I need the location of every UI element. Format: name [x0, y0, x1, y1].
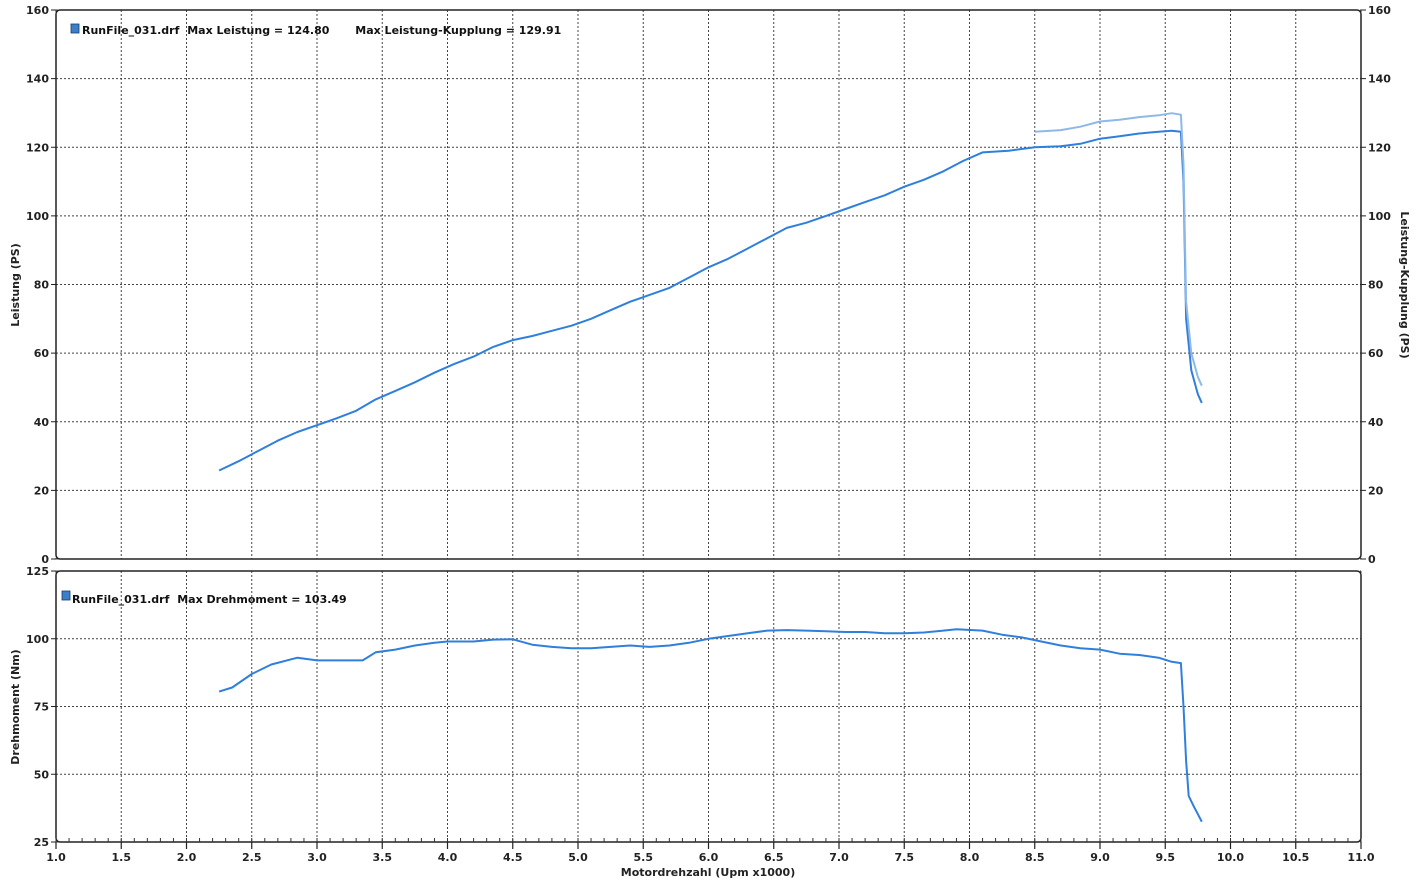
torque-legend-marker	[61, 590, 71, 601]
svg-text:RunFile_031.drf Max Dr: RunFile_031.drf Max Drehmoment = 103.49	[72, 593, 347, 606]
power-y-tick-label-left: 120	[26, 141, 49, 154]
x-tick-label: 8.0	[960, 851, 980, 864]
x-tick-label: 4.0	[438, 851, 458, 864]
power-legend-max-kupplung: Max Leistung-Kupplung = 129.91	[355, 24, 561, 37]
power-legend-max: Max Leistung = 124.80	[187, 24, 330, 37]
power-y-tick-label-left: 160	[26, 4, 49, 17]
torque-y-tick-label: 125	[26, 565, 49, 578]
power-panel: 0 20 40 60 80 100 120 140 160 0 20 40 60 80 100 120 140…	[9, 4, 1411, 566]
power-y-ticks-left: 0 20 40 60 80 100 120 140 160	[26, 4, 56, 566]
torque-y-tick-label: 50	[34, 768, 50, 781]
torque-y-tick-label: 100	[26, 633, 49, 646]
power-legend: RunFile_031.drf Max Leistung = 124.80 Ma…	[70, 23, 561, 37]
torque-y-axis-title: Drehmoment (Nm)	[9, 649, 22, 764]
power-grid	[55, 9, 1362, 560]
power-legend-file: RunFile_031.drf	[82, 24, 180, 37]
power-y-tick-label-right: 60	[1368, 347, 1384, 360]
torque-grid	[55, 570, 1362, 843]
power-y-tick-label-right: 0	[1368, 553, 1376, 566]
torque-y-tick-label: 25	[34, 836, 49, 849]
power-y-tick-label-right: 20	[1368, 484, 1384, 497]
x-tick-label: 10.5	[1282, 851, 1309, 864]
power-y-tick-label-left: 60	[34, 347, 50, 360]
x-tick-label: 6.0	[699, 851, 719, 864]
x-tick-label: 1.5	[112, 851, 132, 864]
torque-legend-max: Max Drehmoment = 103.49	[177, 593, 347, 606]
power-y-tick-label-right: 140	[1368, 73, 1391, 86]
torque-y-tick-label: 75	[34, 701, 49, 714]
power-y-tick-label-left: 0	[41, 553, 49, 566]
power-y-tick-label-right: 40	[1368, 416, 1384, 429]
x-tick-label: 4.5	[503, 851, 523, 864]
torque-legend-file: RunFile_031.drf	[72, 593, 170, 606]
power-y-tick-label-left: 20	[34, 484, 50, 497]
torque-series-line	[218, 628, 1203, 823]
svg-text:RunFile_031.drf Max Le: RunFile_031.drf Max Leistung = 124.80 Ma…	[82, 24, 561, 37]
torque-legend: RunFile_031.drf Max Drehmoment = 103.49	[61, 590, 347, 606]
power-y-tick-label-left: 40	[34, 416, 50, 429]
power-y-tick-label-right: 120	[1368, 141, 1391, 154]
x-tick-label: 11.0	[1347, 851, 1374, 864]
x-axis-title: Motordrehzahl (Upm x1000)	[621, 866, 795, 879]
power-y-tick-label-right: 160	[1368, 4, 1391, 17]
power-y-tick-label-left: 100	[26, 210, 49, 223]
power-legend-marker	[70, 23, 80, 34]
x-tick-label: 7.5	[895, 851, 915, 864]
power-y-ticks-right: 0 20 40 60 80 100 120 140 160	[1361, 4, 1391, 566]
x-tick-label: 3.5	[373, 851, 393, 864]
power-series-line	[218, 129, 1203, 472]
torque-panel: 25 50 75 100 125 1.0 1.5 2.0 2.5 3.0 3.5 4.0 4.5 5.0…	[9, 565, 1375, 879]
power-series-line	[1034, 112, 1203, 387]
power-y-axis-title-left: Leistung (PS)	[9, 243, 22, 326]
power-series	[218, 112, 1203, 472]
x-tick-label: 2.5	[242, 851, 262, 864]
torque-x-ticks: 1.0 1.5 2.0 2.5 3.0 3.5 4.0 4.5 5.0 5.5 6.0 6.5 7.0 7…	[46, 838, 1375, 864]
x-tick-label: 7.0	[829, 851, 849, 864]
x-tick-label: 8.5	[1025, 851, 1045, 864]
x-tick-label: 3.0	[307, 851, 327, 864]
x-tick-label: 2.0	[177, 851, 197, 864]
x-tick-label: 9.0	[1090, 851, 1110, 864]
power-y-tick-label-left: 140	[26, 73, 49, 86]
x-tick-label: 1.0	[46, 851, 66, 864]
power-y-tick-label-right: 100	[1368, 210, 1391, 223]
torque-y-ticks: 25 50 75 100 125	[26, 565, 56, 849]
power-y-tick-label-left: 80	[34, 279, 50, 292]
x-tick-label: 5.0	[568, 851, 588, 864]
torque-series	[218, 628, 1203, 823]
x-tick-label: 9.5	[1156, 851, 1176, 864]
x-tick-label: 10.0	[1217, 851, 1244, 864]
power-y-tick-label-right: 80	[1368, 279, 1384, 292]
x-tick-label: 5.5	[634, 851, 654, 864]
power-y-axis-title-right: Leistung-Kupplung (PS)	[1398, 211, 1411, 358]
x-tick-label: 6.5	[764, 851, 784, 864]
